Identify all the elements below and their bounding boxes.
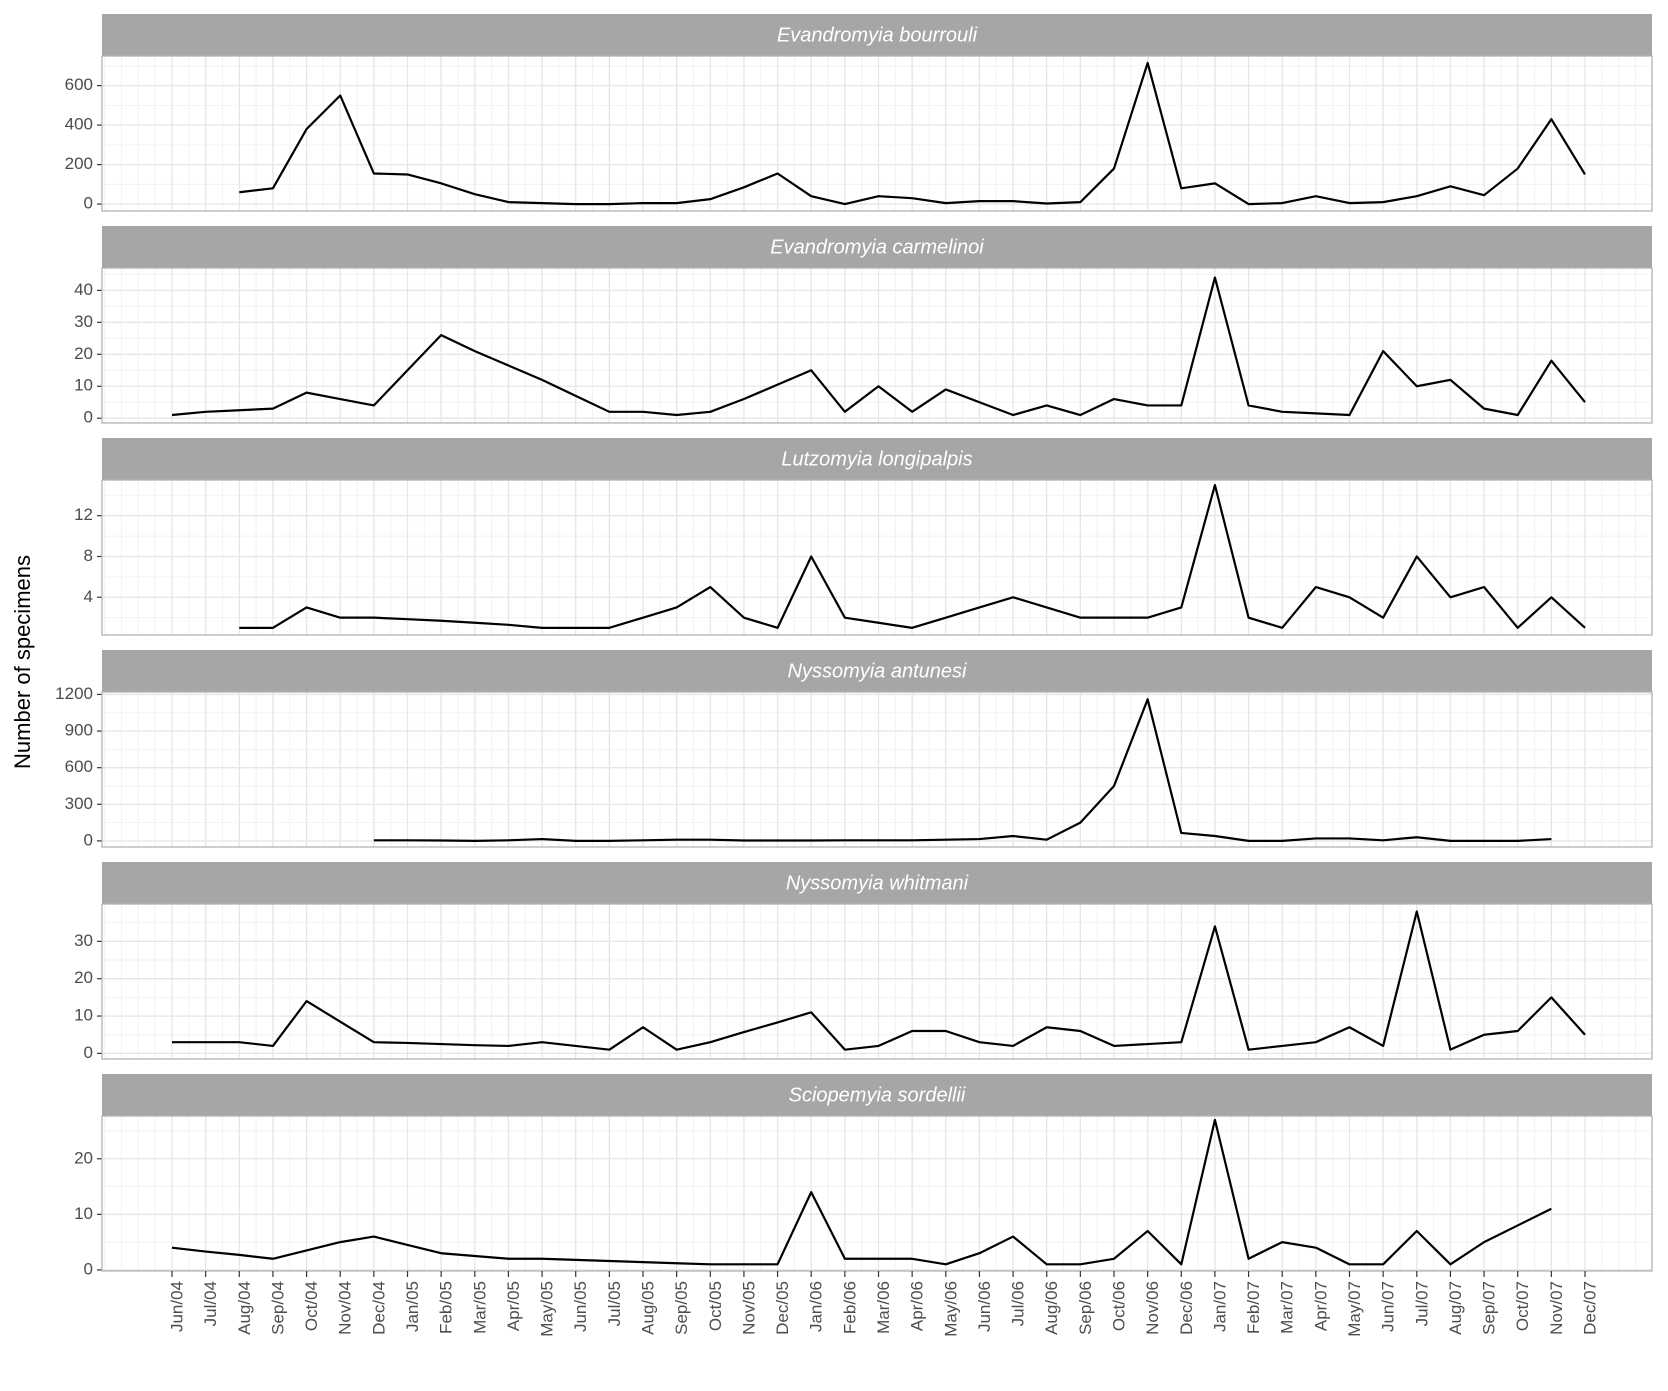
x-tick-label: Aug/04 [235,1281,254,1335]
y-tick-label: 10 [74,1204,93,1223]
panel-border [101,1115,1653,1272]
panel-border [101,691,1653,848]
y-tick-label: 0 [84,194,93,213]
data-line [239,484,1586,629]
y-tick-label: 10 [74,1006,93,1025]
x-tick-label: Sep/04 [268,1281,287,1335]
x-tick-label: Dec/05 [773,1281,792,1335]
x-tick-label: Jan/06 [807,1281,826,1332]
strip [102,862,1652,904]
y-tick-label: 8 [84,546,93,565]
x-tick-label: Sep/05 [672,1281,691,1335]
y-tick-label: 200 [65,154,93,173]
strip [102,14,1652,56]
y-tick-label: 20 [74,344,93,363]
x-tick-label: Nov/04 [336,1281,355,1335]
y-tick-label: 600 [65,757,93,776]
x-tick-label: Mar/05 [470,1281,489,1334]
x-tick-label: Oct/04 [302,1281,321,1331]
y-tick-label: 0 [84,830,93,849]
data-line [373,698,1552,842]
x-tick-label: Mar/07 [1278,1281,1297,1334]
x-tick-label: Aug/06 [1042,1281,1061,1335]
panel-border [101,479,1653,636]
y-tick-label: 0 [84,408,93,427]
x-tick-label: Jan/05 [403,1281,422,1332]
x-tick-label: Apr/05 [504,1281,523,1331]
x-tick-label: Jul/05 [605,1281,624,1326]
y-tick-label: 40 [74,280,93,299]
data-line [172,910,1586,1051]
x-tick-label: Feb/05 [437,1281,456,1334]
y-tick-label: 30 [74,931,93,950]
strip-title: Lutzomyia longipalpis [781,448,972,470]
x-tick-label: Oct/07 [1513,1281,1532,1331]
panel-border [101,903,1653,1060]
x-tick-label: Aug/07 [1446,1281,1465,1335]
x-tick-label: May/06 [941,1281,960,1337]
x-tick-label: Oct/05 [706,1281,725,1331]
panel-background [102,56,1652,211]
y-tick-label: 10 [74,376,93,395]
x-tick-label: Jul/07 [1412,1281,1431,1326]
x-tick-label: May/07 [1345,1281,1364,1337]
y-tick-label: 0 [84,1259,93,1278]
x-tick-label: Jun/06 [975,1281,994,1332]
panel-background [102,1116,1652,1271]
strip-title: Nyssomyia whitmani [786,872,969,894]
panel-border [101,55,1653,212]
strip-title: Evandromyia carmelinoi [770,236,984,258]
x-tick-label: May/05 [538,1281,557,1337]
y-tick-label: 30 [74,312,93,331]
y-tick-label: 20 [74,968,93,987]
y-tick-label: 0 [84,1043,93,1062]
data-line [171,1118,1552,1266]
x-tick-label: Apr/06 [908,1281,927,1331]
strip [102,650,1652,692]
panel-border [101,267,1653,424]
strip [102,1074,1652,1116]
y-tick-label: 900 [65,721,93,740]
x-tick-label: Sep/07 [1480,1281,1499,1335]
x-tick-label: Jun/07 [1379,1281,1398,1332]
x-tick-label: Oct/06 [1109,1281,1128,1331]
x-tick-label: Dec/06 [1177,1281,1196,1335]
x-tick-label: Feb/06 [840,1281,859,1334]
x-tick-label: Jul/04 [201,1281,220,1326]
x-tick-label: Nov/06 [1143,1281,1162,1335]
data-line [239,61,1586,206]
y-tick-label: 4 [84,587,93,606]
strip-title: Nyssomyia antunesi [788,660,968,682]
y-axis-label: Number of specimens [10,555,35,769]
y-tick-label: 300 [65,794,93,813]
strip-title: Evandromyia bourrouli [777,24,978,46]
y-tick-label: 12 [74,505,93,524]
x-tick-label: Sep/06 [1076,1281,1095,1335]
x-tick-label: Mar/06 [874,1281,893,1334]
x-tick-label: Feb/07 [1244,1281,1263,1334]
x-tick-label: Aug/05 [638,1281,657,1335]
panel-background [102,692,1652,847]
x-tick-label: Jan/07 [1210,1281,1229,1332]
strip [102,438,1652,480]
x-tick-label: Jun/05 [571,1281,590,1332]
strip-title: Sciopemyia sordellii [789,1084,966,1106]
data-line [171,276,1586,417]
x-tick-label: Nov/07 [1547,1281,1566,1335]
panel-background [102,480,1652,635]
strip [102,226,1652,268]
y-tick-label: 20 [74,1148,93,1167]
x-tick-label: Dec/04 [369,1281,388,1335]
y-tick-label: 1200 [55,684,93,703]
x-tick-label: Jul/06 [1009,1281,1028,1326]
x-tick-label: Nov/05 [739,1281,758,1335]
x-tick-label: Dec/07 [1580,1281,1599,1335]
x-tick-label: Jun/04 [167,1281,186,1332]
panel-background [102,268,1652,423]
y-tick-label: 400 [65,115,93,134]
x-tick-label: Apr/07 [1311,1281,1330,1331]
y-tick-label: 600 [65,75,93,94]
